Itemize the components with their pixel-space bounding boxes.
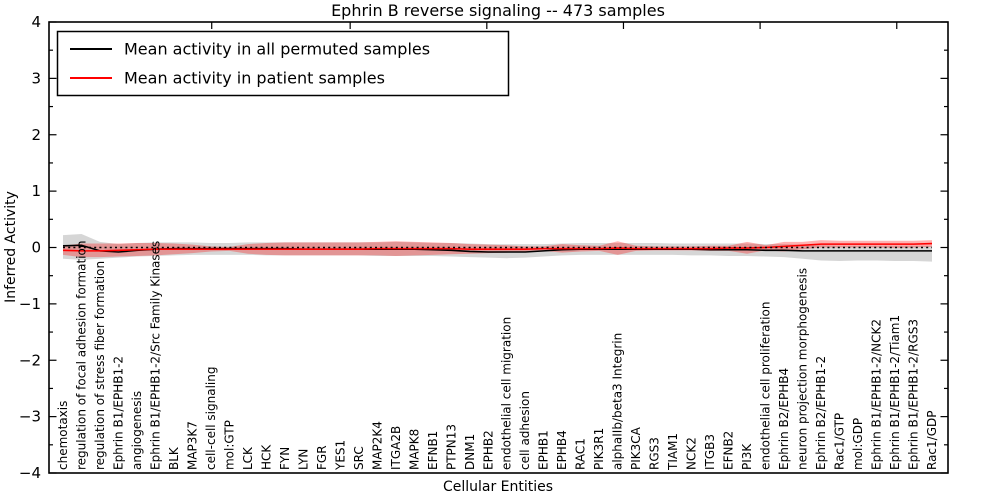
category-label: PIK3CA <box>629 426 643 470</box>
category-label: EFNB2 <box>722 431 736 470</box>
category-label: alphaIIb/beta3 Integrin <box>611 333 625 470</box>
category-label: neuron projection morphogenesis <box>796 268 810 470</box>
category-label: mol:GDP <box>851 418 865 470</box>
category-label: Ephrin B1/EPHB1-2/NCK2 <box>870 319 884 470</box>
category-label: ITGA2B <box>389 426 403 470</box>
y-tick-label: 0 <box>31 239 41 257</box>
y-axis-label: Inferred Activity <box>3 191 19 303</box>
category-label: RAC1 <box>574 438 588 470</box>
category-label: EPHB1 <box>537 430 551 470</box>
category-label: MAP3K7 <box>185 421 199 470</box>
category-label: SRC <box>352 446 366 470</box>
category-label: endothelial cell migration <box>500 317 514 470</box>
category-label: FGR <box>315 445 329 470</box>
category-label: HCK <box>259 444 273 470</box>
plot-area: −4 −3 −2 −1 0 1 2 3 4 chemotaxis regulation of foc… <box>19 13 949 482</box>
category-label: Ephrin B1/EPHB1-2/Tiam1 <box>888 315 902 470</box>
category-label: BLK <box>167 446 181 470</box>
legend: Mean activity in all permuted samples Me… <box>56 30 510 97</box>
y-tick-label: 1 <box>31 182 41 200</box>
category-label: ITGB3 <box>703 434 717 470</box>
category-label: FYN <box>278 447 292 470</box>
category-label: LYN <box>296 449 310 470</box>
y-tick-label: −4 <box>19 464 41 482</box>
category-label: NCK2 <box>685 437 699 470</box>
category-label: EFNB1 <box>426 431 440 470</box>
y-tick-label: −3 <box>19 408 41 426</box>
category-label: angiogenesis <box>130 391 144 470</box>
category-label: PIK3R1 <box>592 428 606 470</box>
category-label: PI3K <box>740 443 754 470</box>
legend-label-permuted: Mean activity in all permuted samples <box>124 40 430 59</box>
y-tick-label: −2 <box>19 351 41 369</box>
category-label: Ephrin B1/EPHB1-2/Src Family Kinases <box>148 241 162 470</box>
category-label: chemotaxis <box>56 401 70 470</box>
category-label: Ephrin B2/EPHB4 <box>777 368 791 470</box>
category-label: mol:GTP <box>222 420 236 470</box>
patient-mean-line <box>62 242 933 252</box>
x-axis-label: Cellular Entities <box>443 479 553 495</box>
legend-label-patient: Mean activity in patient samples <box>124 69 385 88</box>
category-label: Rac1/GDP <box>925 411 939 470</box>
category-label: EPHB2 <box>481 430 495 470</box>
category-label: endothelial cell proliferation <box>759 302 773 470</box>
category-label: MAPK8 <box>407 429 421 470</box>
permuted-std-band <box>63 233 932 262</box>
category-label: DNM1 <box>463 434 477 470</box>
legend-box <box>56 30 510 97</box>
category-label: regulation of focal adhesion formation <box>74 241 88 470</box>
category-label: PTPN13 <box>444 424 458 470</box>
category-label: cell-cell signaling <box>204 367 218 471</box>
category-label: MAP2K4 <box>370 421 384 470</box>
category-label: regulation of stress fiber formation <box>93 261 107 470</box>
category-label: Ephrin B1/EPHB1-2/RGS3 <box>907 319 921 470</box>
category-label: Ephrin B2/EPHB1-2 <box>814 356 828 470</box>
category-label: EPHB4 <box>555 430 569 470</box>
category-label: cell adhesion <box>518 391 532 470</box>
y-tick-label: 3 <box>31 69 41 87</box>
y-tick-label: 4 <box>31 13 41 31</box>
category-label: TIAM1 <box>666 433 680 471</box>
category-label: RGS3 <box>648 437 662 470</box>
plot-border <box>48 21 949 474</box>
category-label: Ephrin B1/EPHB1-2 <box>111 356 125 470</box>
category-label: YES1 <box>333 440 347 471</box>
y-tick-label: −1 <box>19 295 41 313</box>
category-label: LCK <box>241 446 255 470</box>
y-tick-label: 2 <box>31 126 41 144</box>
category-label: Rac1/GTP <box>833 413 847 470</box>
chart-title: Ephrin B reverse signaling -- 473 sample… <box>331 1 665 20</box>
